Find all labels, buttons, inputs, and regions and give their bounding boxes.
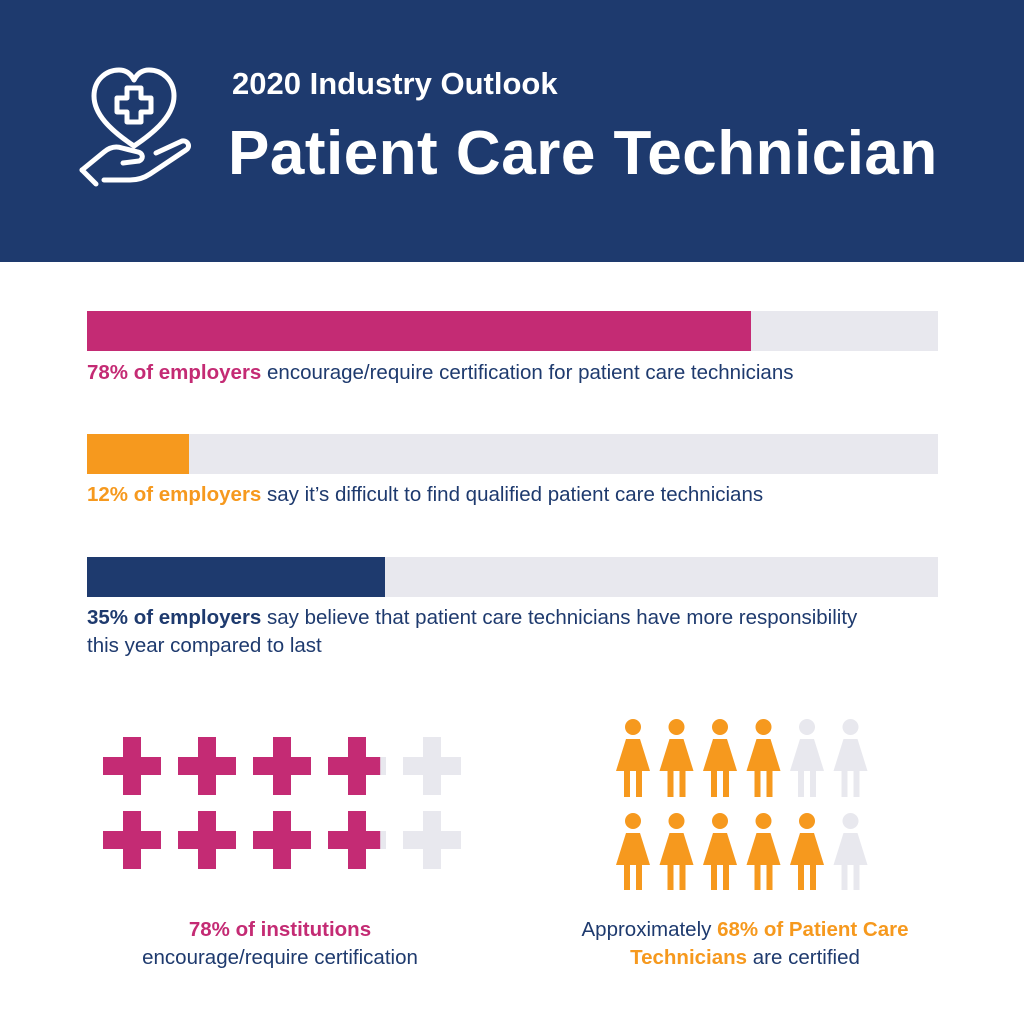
technicians-highlight: 68% of Patient Care Technicians bbox=[630, 918, 909, 969]
person-icon bbox=[659, 813, 694, 890]
person-icon bbox=[659, 719, 694, 797]
person-icon bbox=[746, 813, 781, 890]
person-icon bbox=[703, 719, 737, 797]
person-pictograph bbox=[616, 719, 868, 890]
cross-icon bbox=[403, 811, 461, 869]
institutions-caption: 78% of institutions encourage/require ce… bbox=[95, 916, 465, 972]
stat-highlight-3: 35% of employers bbox=[87, 606, 262, 629]
technicians-prefix: Approximately bbox=[581, 918, 718, 941]
stat-bar-3 bbox=[87, 557, 938, 597]
stat-text-1: 78% of employers encourage/require certi… bbox=[87, 359, 947, 387]
person-icon bbox=[616, 813, 650, 890]
stat-text-3: 35% of employers say believe that patien… bbox=[87, 604, 867, 660]
stat-highlight-2: 12% of employers bbox=[87, 483, 262, 506]
cross-icon bbox=[403, 737, 461, 795]
person-icon bbox=[616, 719, 650, 797]
cross-icon bbox=[253, 737, 311, 795]
person-icon bbox=[746, 719, 781, 797]
cross-icon bbox=[178, 811, 236, 869]
heart-hand-cross-icon bbox=[79, 67, 191, 187]
technicians-description: are certified bbox=[747, 946, 860, 969]
person-icon bbox=[833, 719, 868, 797]
technicians-caption: Approximately 68% of Patient Care Techni… bbox=[545, 916, 945, 972]
stat-bar-fill-2 bbox=[87, 434, 190, 474]
stat-text-2: 12% of employers say it’s difficult to f… bbox=[87, 481, 947, 509]
page-title: Patient Care Technician bbox=[228, 119, 938, 188]
stat-bar-1 bbox=[87, 311, 938, 351]
person-icon bbox=[833, 813, 868, 890]
stat-bar-2 bbox=[87, 434, 938, 474]
stat-bar-fill-3 bbox=[87, 557, 385, 597]
cross-icon bbox=[328, 811, 386, 869]
stat-bar-fill-1 bbox=[87, 311, 751, 351]
institutions-description: encourage/require certification bbox=[142, 946, 418, 969]
cross-icon bbox=[328, 737, 386, 795]
stat-description-3: say believe that patient care technician… bbox=[87, 606, 858, 657]
stat-highlight-1: 78% of employers bbox=[87, 361, 262, 384]
person-icon bbox=[703, 813, 737, 890]
person-icon bbox=[790, 813, 824, 890]
institutions-highlight: 78% of institutions bbox=[188, 918, 372, 941]
cross-pictograph bbox=[103, 737, 461, 869]
stat-description-2: say it’s difficult to find qualified pat… bbox=[261, 483, 764, 506]
person-icon bbox=[790, 719, 824, 797]
cross-icon bbox=[253, 811, 311, 869]
cross-icon bbox=[103, 811, 161, 869]
cross-icon bbox=[178, 737, 236, 795]
header-banner: 2020 Industry Outlook Patient Care Techn… bbox=[0, 0, 1024, 262]
stat-description-1: encourage/require certification for pati… bbox=[261, 361, 794, 384]
header-subtitle: 2020 Industry Outlook bbox=[232, 66, 558, 101]
cross-icon bbox=[103, 737, 161, 795]
